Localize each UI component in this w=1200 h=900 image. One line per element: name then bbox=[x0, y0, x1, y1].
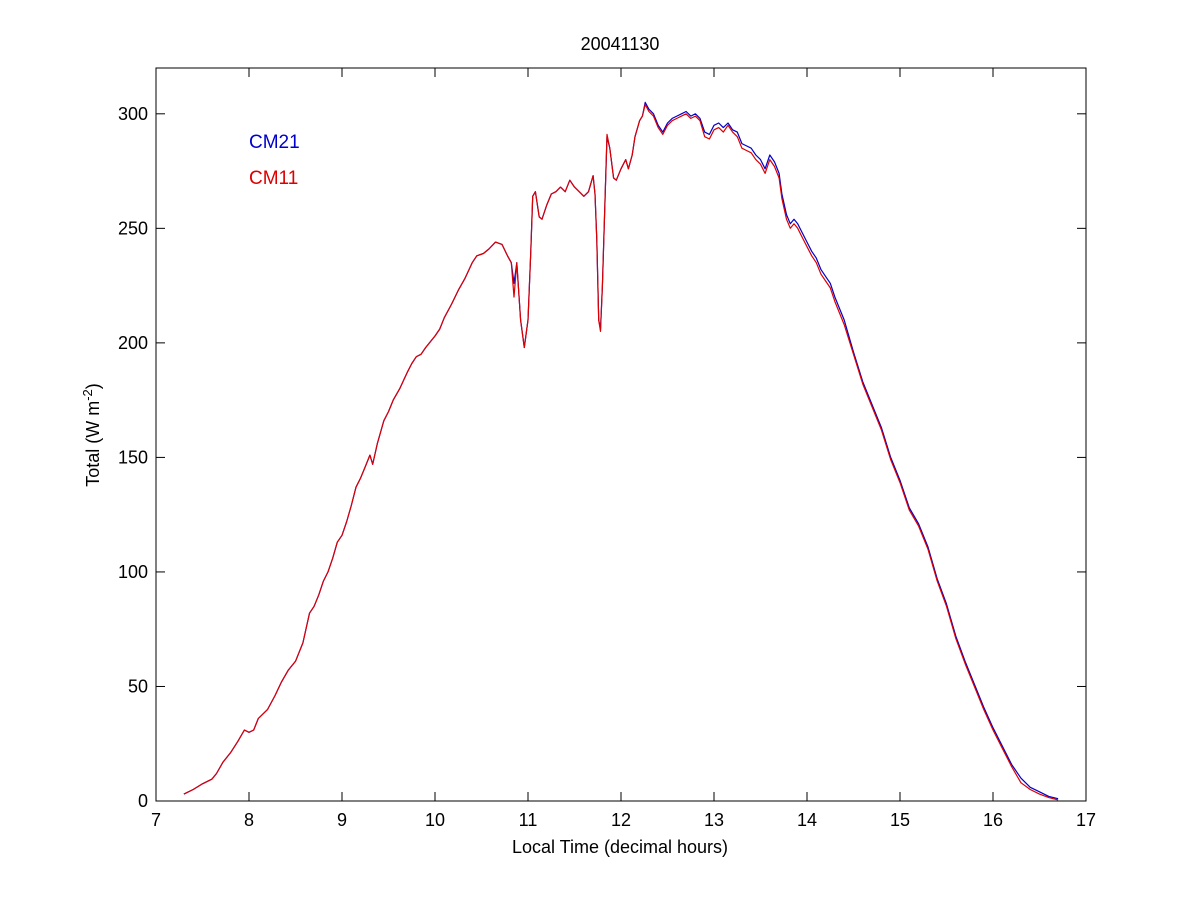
x-tick-label: 15 bbox=[890, 810, 910, 830]
y-tick-label: 100 bbox=[118, 562, 148, 582]
series-layer bbox=[183, 101, 1059, 801]
x-tick-label: 11 bbox=[519, 810, 538, 830]
y-axis-label-close: ) bbox=[83, 383, 103, 389]
x-tick-label: 14 bbox=[797, 810, 817, 830]
x-tick-label: 12 bbox=[611, 810, 631, 830]
y-tick-label: 0 bbox=[138, 791, 148, 811]
legend-entry-cm11: CM11 bbox=[249, 168, 298, 189]
y-axis-label-exponent: -2 bbox=[80, 389, 95, 401]
y-axis-label: Total (W m-2) bbox=[80, 383, 103, 487]
x-tick-label: 17 bbox=[1076, 810, 1096, 830]
y-axis: 0 50 100 150 200 250 300 bbox=[118, 104, 1086, 811]
series-line-cm11 bbox=[183, 104, 1059, 801]
y-tick-label: 50 bbox=[128, 676, 148, 696]
legend-entry-cm21: CM21 bbox=[249, 132, 300, 153]
series-line-cm21 bbox=[183, 101, 1059, 800]
x-axis-label: Local Time (decimal hours) bbox=[512, 837, 728, 857]
x-axis: 7 8 9 10 11 12 13 14 15 16 17 bbox=[151, 68, 1096, 830]
x-tick-label: 7 bbox=[151, 810, 161, 830]
y-tick-label: 200 bbox=[118, 333, 148, 353]
legend: CM21 CM11 bbox=[249, 132, 300, 189]
x-tick-label: 9 bbox=[337, 810, 347, 830]
y-tick-label: 300 bbox=[118, 104, 148, 124]
y-tick-label: 150 bbox=[118, 447, 148, 467]
x-tick-label: 13 bbox=[704, 810, 724, 830]
x-tick-label: 10 bbox=[425, 810, 445, 830]
x-tick-label: 16 bbox=[983, 810, 1003, 830]
chart-title: 20041130 bbox=[581, 34, 660, 54]
y-tick-label: 250 bbox=[118, 218, 148, 238]
y-axis-label-main: Total (W m bbox=[83, 401, 103, 487]
x-tick-label: 8 bbox=[244, 810, 254, 830]
